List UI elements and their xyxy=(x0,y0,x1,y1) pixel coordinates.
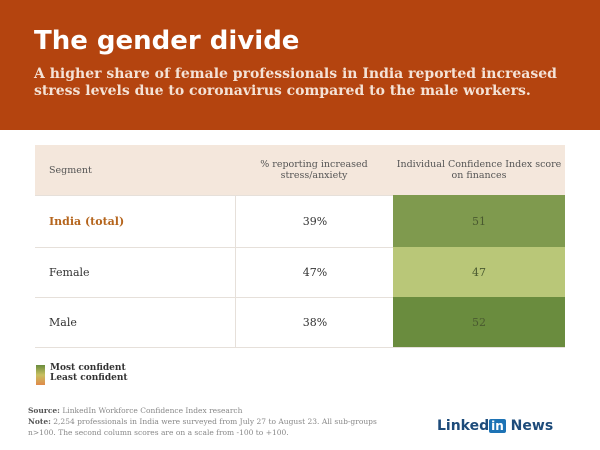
table-header: Segment % reporting increased stress/anx… xyxy=(35,145,565,196)
segment-cell: Female xyxy=(49,265,90,279)
footnote: Source: LinkedIn Workforce Confidence In… xyxy=(28,405,388,438)
legend-least: Least confident xyxy=(50,373,128,383)
legend-most: Most confident xyxy=(50,363,126,373)
table-row: Female 47% 47 xyxy=(35,247,565,298)
title: The gender divide xyxy=(34,26,300,56)
table-row: Male 38% 52 xyxy=(35,297,565,348)
legend: Most confident Least confident xyxy=(36,363,128,385)
table-row: India (total) 39% 51 xyxy=(35,195,565,248)
note-label: Note: xyxy=(28,417,51,426)
legend-gradient xyxy=(36,365,45,385)
source-text: LinkedIn Workforce Confidence Index rese… xyxy=(62,406,243,415)
header-banner: The gender divide A higher share of fema… xyxy=(0,0,600,130)
stress-cell: 39% xyxy=(235,195,394,247)
score-cell: 47 xyxy=(393,247,565,297)
source-label: Source: xyxy=(28,406,60,415)
segment-cell: India (total) xyxy=(49,214,125,228)
note-text: 2,254 professionals in India were survey… xyxy=(28,417,377,437)
score-cell: 52 xyxy=(393,297,565,347)
column-header: % reporting increased stress/anxiety xyxy=(260,159,368,181)
column-header: Individual Confidence Index score on fin… xyxy=(396,159,562,181)
segment-cell: Male xyxy=(49,315,77,329)
score-cell: 51 xyxy=(393,195,565,247)
linkedin-news-logo: Linked in News xyxy=(437,418,554,434)
stress-cell: 38% xyxy=(235,297,394,347)
subtitle: A higher share of female professionals i… xyxy=(34,66,557,99)
column-header: Segment xyxy=(49,164,92,176)
stress-cell: 47% xyxy=(235,247,394,297)
